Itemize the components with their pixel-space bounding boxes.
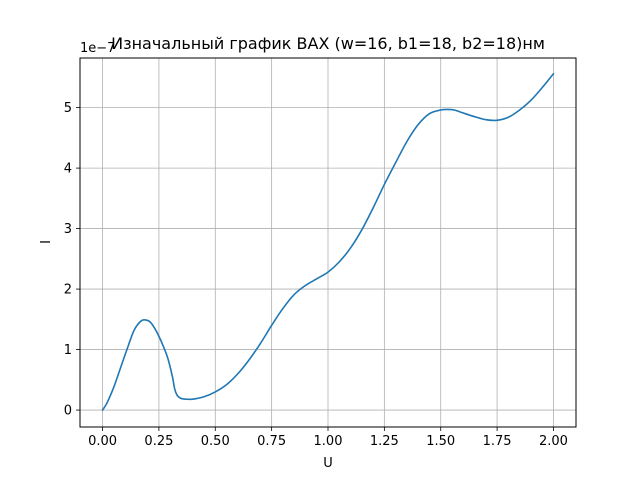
- x-tick-label: 1.50: [426, 434, 455, 449]
- x-axis-ticks: 0.00 0.25 0.50 0.75 1.00 1.25 1.50 1.75 2.00: [88, 427, 568, 449]
- y-axis-ticks: 0 1 2 3 4 5: [64, 101, 80, 419]
- x-tick-label: 2.00: [539, 434, 568, 449]
- x-tick-label: 1.00: [314, 434, 343, 449]
- grid-lines: [80, 58, 576, 427]
- y-axis-label: I: [39, 240, 54, 244]
- x-tick-label: 0.75: [257, 434, 286, 449]
- series-layer: [101, 72, 555, 411]
- y-tick-label: 4: [64, 162, 72, 177]
- series-line: [101, 72, 555, 411]
- chart-title: Изначальный график ВАХ (w=16, b1=18, b2=…: [111, 34, 545, 53]
- y-tick-label: 3: [64, 222, 72, 237]
- x-axis-label: U: [323, 456, 333, 471]
- x-tick-label: 1.25: [370, 434, 399, 449]
- y-axis-offset-text: 1e−7: [80, 41, 115, 56]
- y-tick-label: 2: [64, 283, 72, 298]
- x-tick-label: 0.00: [88, 434, 117, 449]
- y-tick-label: 0: [64, 404, 72, 419]
- x-tick-label: 0.50: [201, 434, 230, 449]
- y-tick-label: 1: [64, 343, 72, 358]
- x-tick-label: 0.25: [144, 434, 173, 449]
- y-tick-label: 5: [64, 101, 72, 116]
- x-tick-label: 1.75: [483, 434, 512, 449]
